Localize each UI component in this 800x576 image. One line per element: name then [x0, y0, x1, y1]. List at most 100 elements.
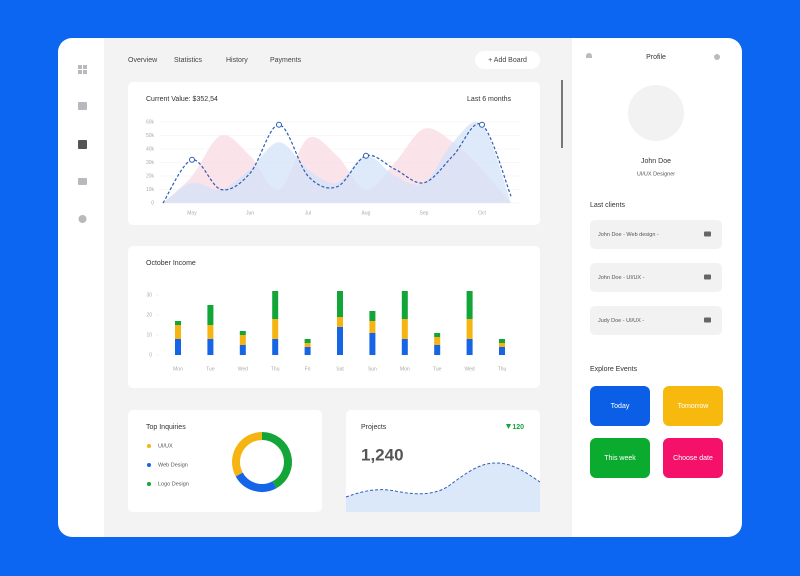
profile-role: UI/UX Designer: [637, 171, 675, 177]
bar-segment: [434, 337, 441, 345]
x-tick-label: Jun: [246, 210, 254, 216]
bar-segment: [466, 319, 473, 339]
bar-segment: [401, 319, 408, 339]
value-chart: 0 10k 20k 30k 40k 50k 60k May Jun Jul Aug Sep Oct: [146, 119, 520, 216]
event-button[interactable]: [663, 438, 723, 478]
event-label[interactable]: This week: [604, 455, 636, 462]
period-label: Last 6 months: [467, 96, 511, 103]
x-tick-label: Tue: [433, 366, 442, 372]
bar-segment: [401, 291, 408, 319]
bar-segment: [272, 339, 279, 355]
bar-segment: [369, 333, 376, 355]
client-label: John Doe - Web design -: [598, 232, 659, 238]
legend-label: UI/UX: [158, 443, 173, 449]
event-button[interactable]: [590, 386, 650, 426]
x-tick-label: Sun: [368, 366, 377, 372]
x-tick-label: Jul: [305, 210, 311, 216]
income-panel: [128, 246, 540, 388]
bar-segment: [272, 319, 279, 339]
profile-title: Profile: [646, 54, 666, 61]
bar-segment: [207, 325, 214, 339]
nav-tab[interactable]: History: [226, 57, 248, 64]
projects-change: 120: [512, 424, 524, 431]
client-card[interactable]: [590, 306, 722, 335]
bar-segment: [272, 291, 279, 319]
client-label: John Doe - UI/UX -: [598, 275, 645, 281]
projects-value: 1,240: [361, 445, 404, 464]
message-icon[interactable]: [704, 231, 711, 237]
projects-trend-area: [346, 462, 540, 512]
legend-dot: [147, 463, 151, 467]
client-card[interactable]: [590, 220, 722, 249]
panel-title: October Income: [146, 260, 196, 267]
nav-tab[interactable]: Statistics: [174, 57, 203, 64]
event-button[interactable]: [590, 438, 650, 478]
event-button[interactable]: [663, 386, 723, 426]
bell-icon[interactable]: [586, 53, 592, 58]
legend-label: Web Design: [158, 462, 188, 468]
value-line: [162, 123, 512, 204]
bar-segment: [175, 325, 181, 339]
bar-segment: [175, 321, 181, 325]
event-label[interactable]: Choose date: [673, 455, 713, 462]
bar-segment: [466, 339, 473, 355]
income-chart: 0 10 20 30 Mon Tue Wed Thu Fri Sat Sun Mon Tue Wed Thu: [146, 291, 507, 372]
y-tick-label: 40k: [146, 146, 155, 152]
x-tick-label: Oct: [478, 210, 486, 216]
panel-title: Current Value: $352,54: [146, 96, 218, 103]
message-icon[interactable]: [704, 317, 711, 323]
peak-marker: [189, 156, 195, 163]
inquiries-chart: UI/UX Web Design Logo Design: [147, 432, 292, 492]
section-title: Last clients: [590, 202, 626, 209]
bar-segment: [304, 343, 311, 347]
x-tick-label: Tue: [206, 366, 215, 372]
add-board-label[interactable]: + Add Board: [488, 57, 527, 64]
y-tick-label: 10: [146, 332, 152, 338]
bar-segment: [434, 345, 441, 355]
legend-label: Logo Design: [158, 481, 189, 487]
x-tick-label: Fri: [305, 366, 311, 372]
event-label[interactable]: Today: [611, 403, 630, 410]
client-card[interactable]: [590, 263, 722, 292]
add-board-button[interactable]: [475, 51, 540, 69]
message-icon[interactable]: [704, 274, 711, 280]
settings-icon[interactable]: [714, 54, 720, 60]
bar-segment: [175, 339, 181, 355]
bar-segment: [304, 339, 311, 343]
y-tick-label: 0: [151, 200, 154, 206]
y-tick-label: 20k: [146, 173, 155, 179]
down-arrow-icon: [506, 424, 511, 429]
side-nav: [78, 65, 87, 223]
bar-segment: [499, 339, 505, 343]
nav-tab[interactable]: Payments: [270, 57, 302, 64]
y-tick-label: 30k: [146, 160, 155, 166]
dashboard-icon[interactable]: [78, 65, 87, 74]
avatar: [628, 85, 684, 141]
event-buttons: Today Tomorrow This week Choose date: [590, 386, 723, 478]
x-tick-label: May: [187, 210, 197, 216]
bar-segment: [337, 317, 343, 327]
bar-segment: [337, 327, 343, 355]
donut-segment: [232, 432, 263, 477]
x-tick-label: Sep: [420, 210, 429, 216]
chat-icon[interactable]: [78, 178, 87, 185]
bar-segment: [369, 311, 376, 321]
list-icon[interactable]: [78, 102, 87, 110]
bar-segment: [499, 347, 505, 355]
y-tick-label: 0: [149, 352, 152, 358]
y-tick-label: 20: [146, 312, 152, 318]
bar-segment: [369, 321, 376, 333]
nav-tab[interactable]: Overview: [128, 57, 158, 64]
event-label[interactable]: Tomorrow: [678, 403, 710, 410]
x-tick-label: Wed: [464, 366, 474, 372]
x-tick-label: Thu: [498, 366, 507, 372]
settings-icon[interactable]: [78, 215, 87, 223]
peak-marker: [479, 121, 485, 128]
peak-marker: [363, 152, 369, 159]
grid-icon[interactable]: [78, 140, 87, 149]
donut-segment: [235, 472, 277, 492]
x-tick-label: Wed: [238, 366, 248, 372]
client-list: John Doe - Web design - John Doe - UI/UX …: [590, 220, 722, 335]
